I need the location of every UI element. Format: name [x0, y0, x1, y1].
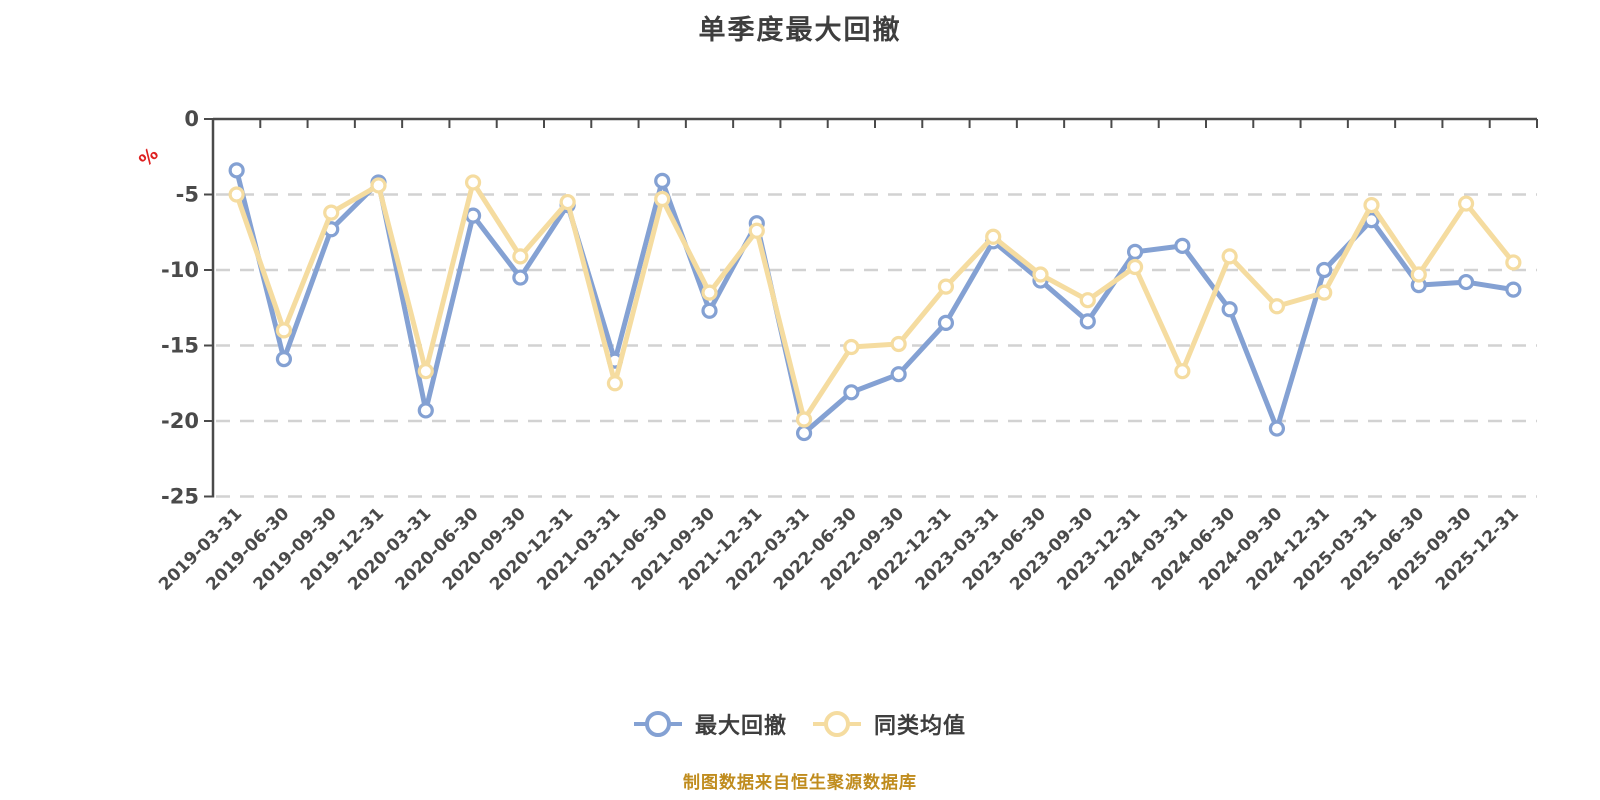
- data-point-category-average[interactable]: [701, 284, 718, 301]
- data-point-max-drawdown[interactable]: [654, 172, 671, 190]
- y-tick-label: -25: [161, 485, 199, 509]
- data-point-category-average[interactable]: [606, 375, 624, 392]
- data-point-max-drawdown[interactable]: [937, 314, 955, 331]
- data-point-max-drawdown[interactable]: [1457, 273, 1475, 291]
- data-point-max-drawdown[interactable]: [228, 162, 245, 179]
- data-point-max-drawdown[interactable]: [1174, 237, 1191, 254]
- data-point-max-drawdown[interactable]: [1505, 281, 1522, 298]
- data-point-category-average[interactable]: [795, 411, 813, 428]
- data-point-category-average[interactable]: [228, 186, 245, 203]
- legend-marker-max-drawdown-icon: [633, 711, 682, 737]
- data-point-category-average[interactable]: [1174, 363, 1191, 380]
- data-point-category-average[interactable]: [1316, 284, 1333, 301]
- data-point-max-drawdown[interactable]: [890, 366, 907, 383]
- line-chart-canvas[interactable]: 0-5-10-15-20-252019-03-312019-06-302019-…: [0, 0, 1600, 680]
- series-line-category-average: [234, 179, 1516, 422]
- data-point-max-drawdown[interactable]: [1316, 261, 1333, 279]
- data-point-category-average[interactable]: [1221, 248, 1238, 265]
- y-tick-label: 0: [184, 107, 199, 131]
- data-point-max-drawdown[interactable]: [843, 384, 860, 401]
- data-point-max-drawdown[interactable]: [795, 424, 813, 442]
- data-point-max-drawdown[interactable]: [1079, 313, 1096, 330]
- data-point-max-drawdown[interactable]: [1221, 301, 1238, 318]
- data-point-max-drawdown[interactable]: [417, 402, 434, 419]
- data-point-category-average[interactable]: [654, 190, 671, 208]
- data-point-category-average[interactable]: [985, 228, 1002, 245]
- data-point-category-average[interactable]: [1079, 292, 1096, 309]
- chart-title: 单季度最大回撤: [698, 15, 902, 46]
- data-point-category-average[interactable]: [275, 322, 293, 339]
- data-point-category-average[interactable]: [937, 278, 955, 295]
- data-point-max-drawdown[interactable]: [701, 302, 718, 319]
- data-point-category-average[interactable]: [890, 335, 907, 353]
- data-point-category-average[interactable]: [1126, 258, 1144, 276]
- data-point-category-average[interactable]: [512, 248, 529, 265]
- data-point-max-drawdown[interactable]: [275, 350, 293, 368]
- data-point-category-average[interactable]: [1505, 254, 1522, 271]
- data-point-max-drawdown[interactable]: [464, 207, 482, 224]
- legend-item-category-average[interactable]: 同类均值: [813, 708, 966, 740]
- data-point-max-drawdown[interactable]: [1268, 420, 1286, 437]
- data-point-category-average[interactable]: [748, 222, 765, 239]
- data-point-category-average[interactable]: [417, 363, 434, 380]
- y-tick-label: -15: [161, 334, 199, 358]
- data-point-category-average[interactable]: [1457, 195, 1475, 212]
- series-line-max-drawdown: [234, 167, 1516, 436]
- legend-marker-category-average-icon: [813, 711, 861, 737]
- data-point-category-average[interactable]: [1363, 196, 1380, 214]
- data-point-category-average[interactable]: [559, 193, 576, 211]
- y-tick-label: -5: [176, 183, 199, 207]
- x-tick-label: 2025-12-31: [1432, 504, 1523, 595]
- data-point-category-average[interactable]: [1410, 266, 1427, 283]
- data-point-category-average[interactable]: [464, 174, 482, 191]
- legend-label-max-drawdown: 最大回撤: [694, 714, 787, 739]
- y-tick-label: -10: [161, 258, 199, 282]
- data-point-category-average[interactable]: [843, 338, 860, 356]
- source-caption: 制图数据来自恒生聚源数据库: [683, 773, 917, 793]
- y-tick-label: -20: [161, 409, 199, 433]
- data-point-category-average[interactable]: [370, 177, 387, 194]
- data-point-category-average[interactable]: [323, 204, 340, 221]
- legend-label-category-average: 同类均值: [874, 714, 967, 739]
- legend: 最大回撤 同类均值: [0, 708, 1600, 740]
- legend-item-max-drawdown[interactable]: 最大回撤: [633, 708, 787, 740]
- data-point-max-drawdown[interactable]: [1126, 243, 1144, 260]
- data-point-category-average[interactable]: [1032, 266, 1049, 283]
- data-point-max-drawdown[interactable]: [512, 269, 529, 286]
- data-point-category-average[interactable]: [1268, 298, 1286, 315]
